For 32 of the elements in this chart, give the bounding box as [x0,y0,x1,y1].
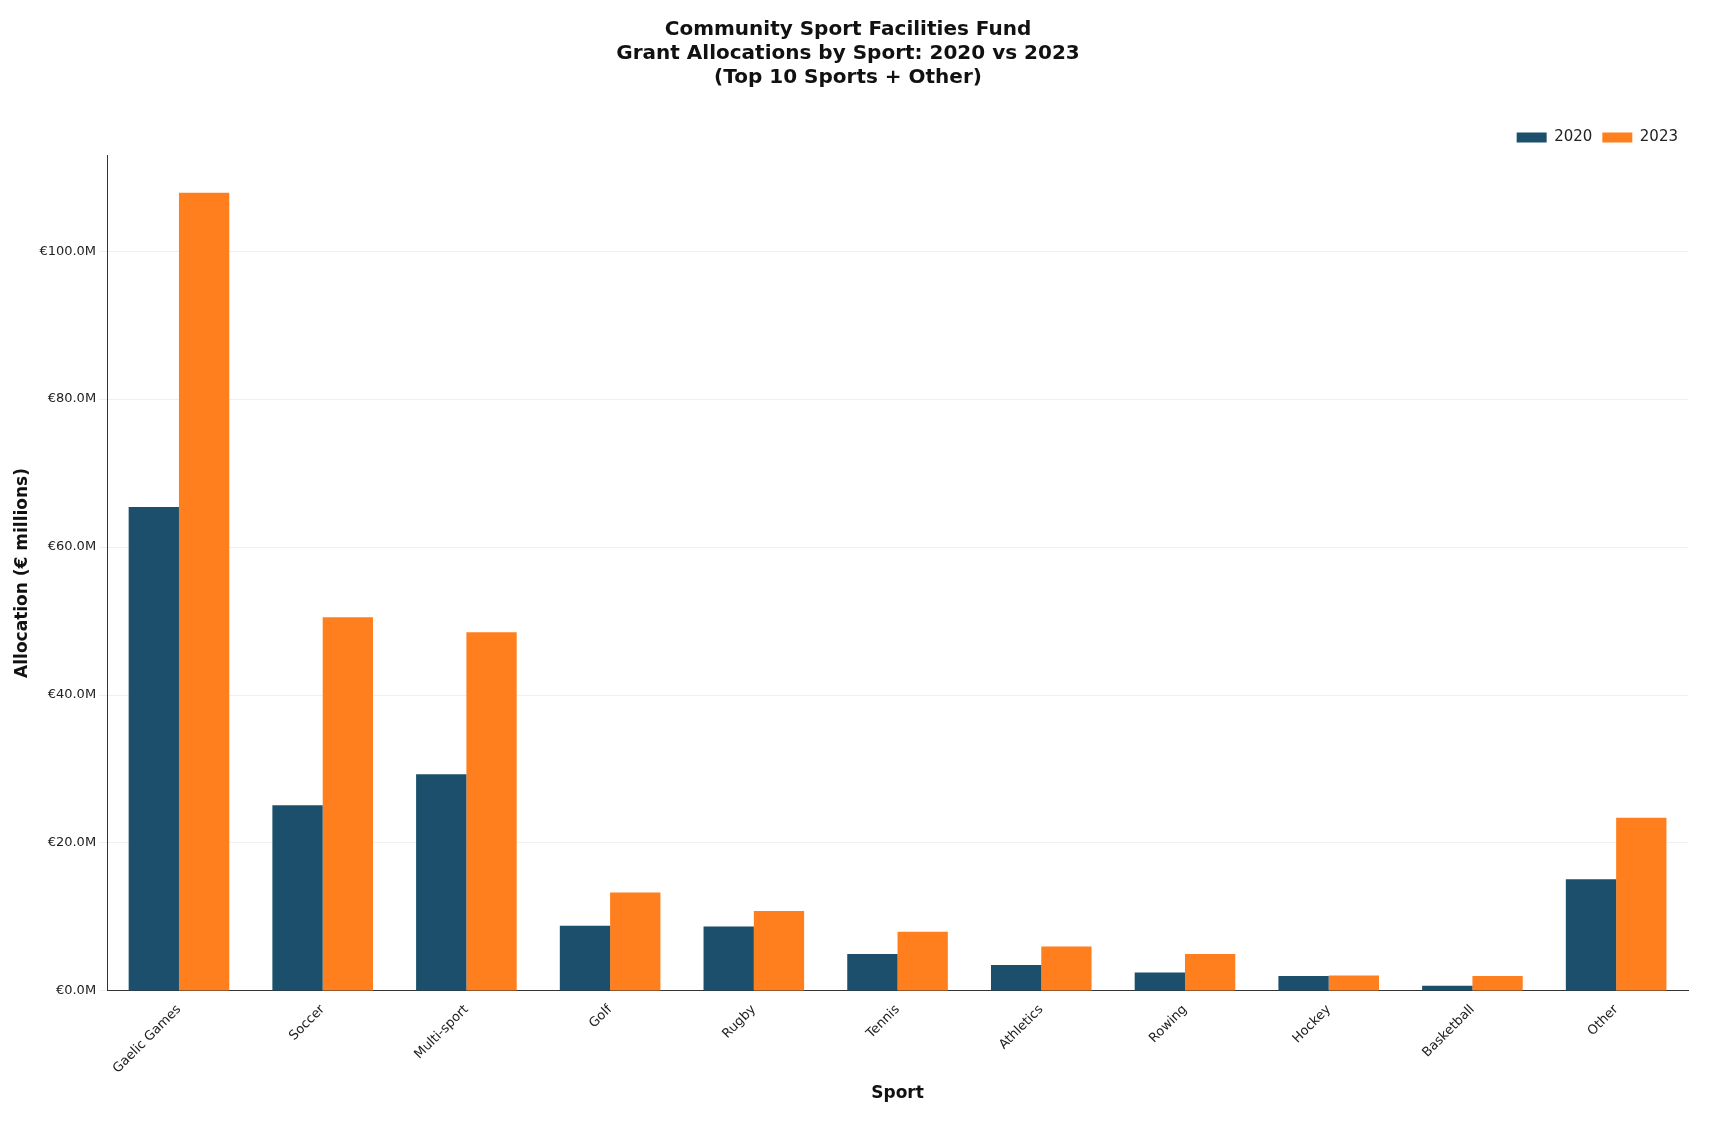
y-tick-label: €0.0M [55,982,97,998]
y-tick-label: €40.0M [47,686,97,702]
bar [559,925,611,991]
bar [1041,946,1092,991]
legend-label: 2023 [1639,127,1679,146]
x-axis-title: Sport [871,1082,924,1103]
bar [847,953,898,991]
legend-label: 2020 [1554,127,1593,146]
bar [1134,972,1185,991]
bar [1184,953,1236,991]
bar [897,931,948,991]
bar [610,892,661,991]
bar [1616,817,1667,991]
bar [1565,879,1617,991]
bar [753,911,805,991]
bar [1278,976,1329,991]
bar [416,774,467,991]
bar [178,192,230,991]
bar [128,507,179,991]
bar [272,805,323,991]
bar [703,926,754,991]
bar [466,632,517,991]
bar [1328,975,1380,991]
y-tick-label: €80.0M [47,390,97,406]
y-tick-label: €100.0M [39,242,97,258]
y-tick-label: €20.0M [47,834,97,850]
y-axis-title: Allocation (€ millions) [10,468,31,678]
chart-title: Community Sport Facilities Fund Grant Allocations by Sport: 2020 vs 2023 (Top 10 Sports + Other) [616,16,1080,89]
bar [322,617,373,991]
y-tick-label: €60.0M [47,538,97,554]
bar [1472,976,1523,991]
bar [990,965,1042,991]
